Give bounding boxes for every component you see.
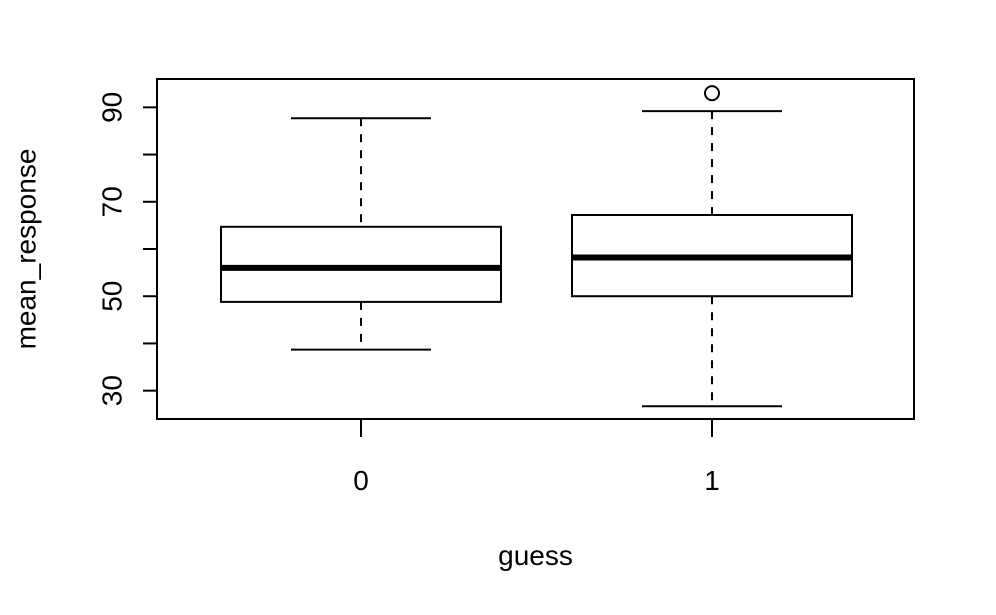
box-group-0 — [220, 117, 502, 351]
y-tick-label-50: 50 — [97, 281, 128, 312]
outlier-point — [704, 85, 720, 102]
y-tick-label-70: 70 — [97, 186, 128, 217]
x-tick-label-0: 0 — [353, 465, 369, 496]
iqr-box — [220, 225, 502, 303]
boxes-layer — [220, 85, 853, 408]
y-axis: 30 50 70 90 — [97, 92, 157, 406]
y-axis-label: mean_response — [11, 149, 42, 350]
box-group-1 — [571, 85, 853, 408]
y-tick-label-30: 30 — [97, 375, 128, 406]
y-tick-label-90: 90 — [97, 92, 128, 123]
x-axis-label: guess — [498, 540, 573, 571]
x-tick-label-1: 1 — [704, 465, 720, 496]
